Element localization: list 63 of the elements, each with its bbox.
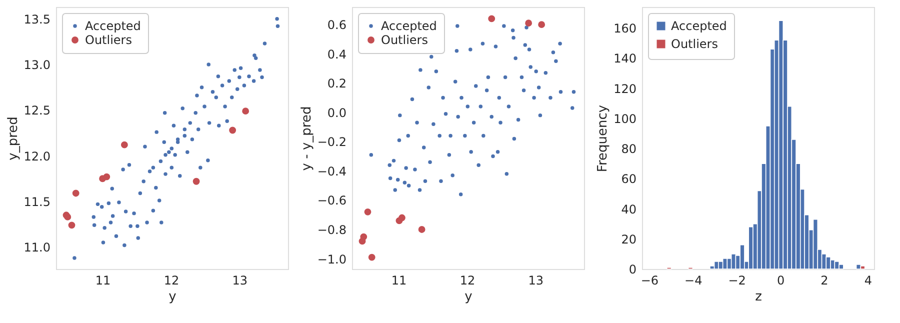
x-tick-label: 11 (95, 274, 111, 288)
x-tick-label: 12 (460, 274, 476, 288)
y-tick-label: −0.8 (317, 222, 346, 237)
y-tick-label: 12.5 (24, 104, 50, 118)
y-tick-label: 80 (621, 142, 636, 156)
y-tick-label: 0.6 (327, 18, 346, 32)
y-tick-label: 11.5 (24, 194, 50, 209)
x-tick-label: 11 (391, 274, 407, 288)
point (103, 173, 110, 180)
legend-label: Outliers (85, 33, 132, 47)
y-axis-title: y_pred (6, 116, 21, 160)
point (229, 126, 236, 134)
y-tick-label: 0.2 (327, 76, 346, 91)
point (72, 190, 80, 197)
y-axis-title: Frequency (596, 104, 611, 172)
legend-label: Accepted (381, 19, 437, 33)
x-tick-label: −6 (640, 274, 659, 288)
y-tick-label: 160 (614, 22, 636, 36)
point (68, 222, 76, 229)
y-tick-label: 12.0 (24, 149, 50, 164)
x-tick-label: 12 (164, 274, 180, 288)
y-tick-label: 13.5 (24, 12, 50, 26)
y-tick-label: 20 (621, 232, 636, 246)
x-tick-label: 2 (820, 274, 828, 288)
y-tick-label: −0.4 (317, 164, 346, 178)
x-axis-title: y (464, 290, 473, 304)
y-axis-title: y - y_pred (299, 106, 314, 171)
point (488, 15, 496, 22)
y-tick-label: 100 (614, 112, 636, 126)
y-tick-label: 0 (628, 262, 636, 276)
x-tick-label: 0 (776, 274, 785, 288)
point (364, 208, 372, 216)
y-tick-label: 120 (614, 82, 636, 96)
y-tick-label: 0.0 (327, 106, 346, 120)
point (398, 214, 406, 222)
point (242, 108, 250, 115)
y-tick-label: −1.0 (317, 252, 346, 266)
point (192, 178, 200, 185)
y-tick-label: 140 (614, 52, 636, 66)
legend-label: Outliers (381, 33, 428, 47)
point (360, 233, 368, 240)
y-tick-label: 0.4 (327, 47, 346, 62)
x-tick-label: −4 (684, 274, 702, 288)
point (120, 141, 128, 148)
y-tick-label: 11.0 (24, 240, 50, 255)
x-tick-label: −2 (728, 274, 746, 288)
x-axis-title: y (168, 290, 177, 304)
x-tick-label: 13 (528, 274, 544, 288)
legend-label: Accepted (85, 19, 141, 33)
x-tick-label: 13 (232, 274, 248, 288)
point (538, 21, 546, 28)
y-tick-label: 13.0 (24, 58, 50, 72)
point (418, 226, 426, 233)
point (525, 20, 532, 27)
y-tick-label: −0.2 (317, 135, 346, 150)
x-axis-title: z (755, 290, 762, 304)
x-tick-label: 4 (864, 274, 872, 288)
legend-label: Accepted (671, 19, 727, 33)
y-tick-label: 60 (621, 172, 636, 186)
y-tick-label: −0.6 (317, 194, 346, 208)
y-tick-label: 40 (621, 202, 636, 216)
legend-label: Outliers (671, 37, 718, 51)
point (368, 254, 376, 261)
